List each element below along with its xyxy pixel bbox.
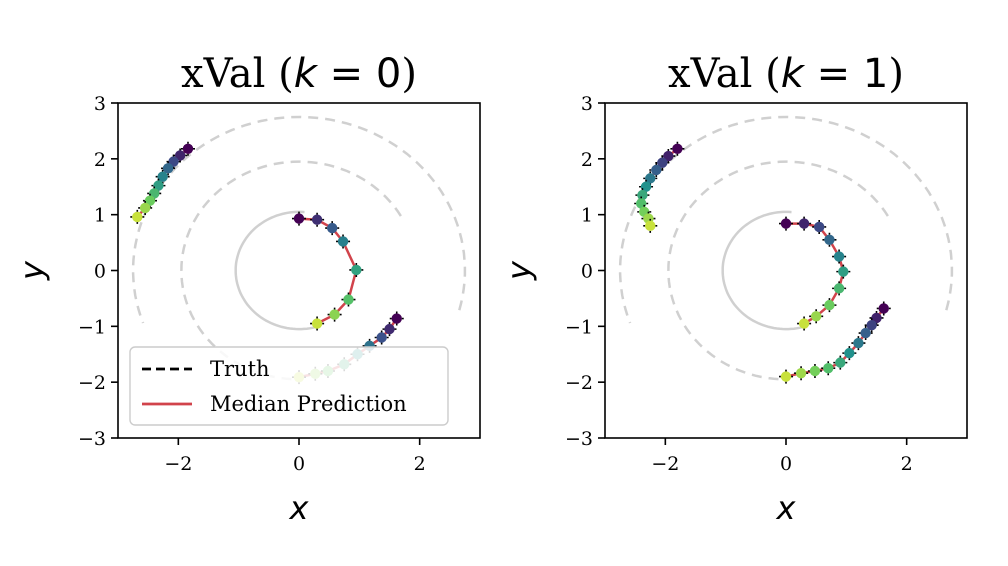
data-point [780,218,792,229]
plot-area [130,115,467,385]
x-tick-label: 2 [414,453,426,475]
data-point [157,171,168,182]
y-tick-label: 0 [581,261,593,283]
data-point [795,368,807,379]
data-point [182,143,194,154]
chart-title: xVal (k = 0) [181,51,417,97]
data-point [663,150,674,162]
chart-title-suffix: ) [888,51,904,97]
y-axis-label: y [13,260,51,281]
data-point [824,234,835,245]
y-tick-label: 3 [94,93,106,115]
y-tick-label: 0 [94,261,106,283]
data-point [835,357,846,368]
reference-inner-circle [234,210,322,331]
data-point [878,303,889,314]
reference-outer-spiral [131,115,467,324]
legend-label: Truth [210,357,270,381]
chart-title-variable: k [781,51,806,97]
y-tick-label: 1 [581,205,593,227]
reference-middle-spiral [667,160,889,381]
data-point [637,189,648,201]
data-point [391,313,402,324]
data-point [866,320,877,331]
x-tick-label: 0 [780,453,792,475]
chart-title-equals: = 0 [317,51,401,97]
data-point [384,323,395,335]
y-tick-label: −1 [565,316,593,338]
data-point [153,180,164,191]
y-axis-label: y [500,260,538,281]
data-point [311,214,323,225]
data-point [132,211,143,223]
legend: Truth Median Prediction [129,346,449,426]
data-point [645,220,656,232]
data-point [311,318,323,329]
data-point [780,371,792,382]
data-point [798,318,810,329]
data-point [162,163,174,174]
median-prediction-line [786,222,845,325]
x-tick-label: −2 [651,453,679,475]
data-point [376,332,387,343]
data-point [798,218,810,229]
y-tick-label: −2 [78,372,106,394]
data-point [860,327,871,339]
data-point [824,299,835,311]
y-tick-label: 3 [581,93,593,115]
chart-title-prefix: xVal ( [668,51,781,97]
x-axis-label: x [776,489,797,527]
data-point [833,251,845,262]
reference-inner-circle [721,210,809,331]
chart-title-equals: = 1 [804,51,888,97]
data-point [326,222,338,234]
data-point [823,363,834,374]
data-point [838,266,849,277]
data-point [337,236,349,247]
data-point [293,213,305,224]
data-point [672,143,683,154]
y-tick-label: 2 [581,149,593,171]
data-point [813,221,825,233]
data-point [844,347,855,359]
x-tick-label: 2 [901,453,913,475]
data-point [174,150,186,161]
data-point [657,157,668,168]
y-tick-label: −3 [565,428,593,450]
data-point [645,173,656,184]
data-point [809,365,821,377]
data-point [833,283,845,294]
axes-frame [604,102,968,439]
chart-title-variable: k [294,51,319,97]
data-point [329,309,340,320]
data-point [651,164,662,176]
y-tick-label: 1 [94,205,106,227]
data-point [343,294,354,305]
reference-outer-spiral [618,115,954,324]
chart-panel-2: xVal (k = 1) −2 0 2 3 2 1 0 −1 −2 −3 x y [500,51,968,527]
chart-title: xVal (k = 1) [668,51,904,97]
data-point [640,181,652,192]
data-point [853,337,864,349]
data-point [810,311,822,322]
chart-panel-1: xVal (k = 0) −2 0 2 3 2 1 0 −1 −2 −3 x y Truth Median … [13,51,481,527]
median-prediction-line [298,217,358,325]
x-axis-label: x [289,489,310,527]
legend-box [129,346,449,426]
x-tick-label: −2 [164,453,192,475]
y-tick-label: −3 [78,428,106,450]
y-tick-label: 2 [94,149,106,171]
plot-area [618,115,954,384]
data-point [351,264,362,276]
y-tick-label: −1 [78,316,106,338]
chart-title-suffix: ) [401,51,417,97]
chart-title-prefix: xVal ( [181,51,294,97]
data-point [139,202,151,214]
x-tick-label: 0 [293,453,305,475]
y-tick-label: −2 [565,372,593,394]
legend-label: Median Prediction [210,392,407,416]
